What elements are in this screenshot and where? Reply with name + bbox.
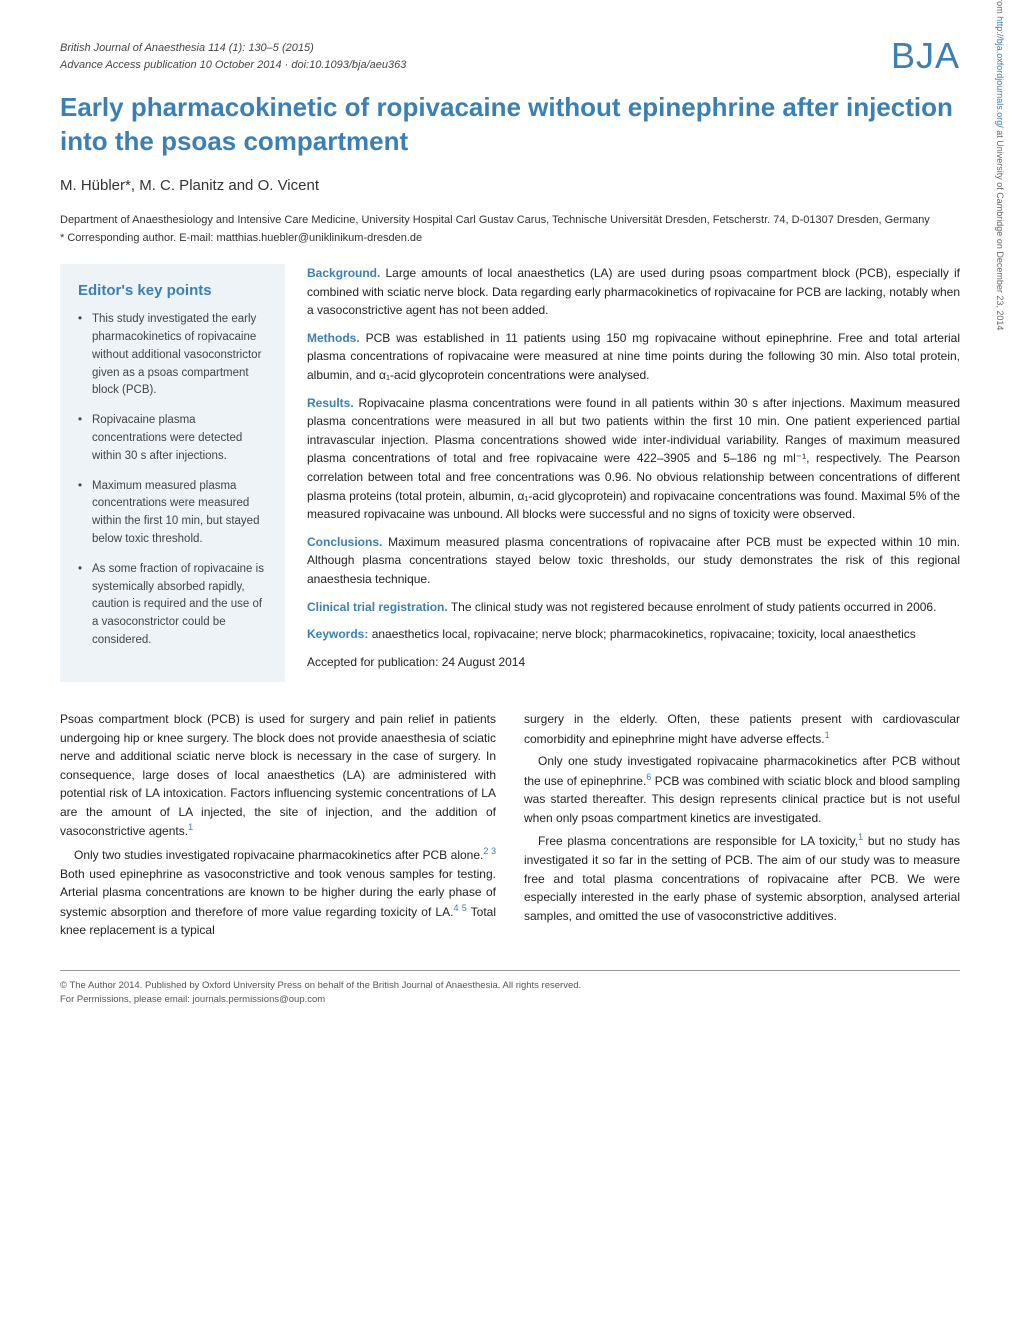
abstract-section-text: Maximum measured plasma concentrations o… <box>307 535 960 586</box>
affiliation: Department of Anaesthesiology and Intens… <box>60 212 960 229</box>
journal-meta: British Journal of Anaesthesia 114 (1): … <box>60 40 960 73</box>
abstract-container: Editor's key points This study investiga… <box>60 264 960 682</box>
abstract-section-text: The clinical study was not registered be… <box>451 600 937 614</box>
abstract-section-text: anaesthetics local, ropivacaine; nerve b… <box>372 627 916 641</box>
body-column-left: Psoas compartment block (PCB) is used fo… <box>60 710 496 944</box>
abstract-keywords: Keywords: anaesthetics local, ropivacain… <box>307 625 960 644</box>
abstract-label: Methods. <box>307 331 360 345</box>
abstract-trial: Clinical trial registration. The clinica… <box>307 598 960 617</box>
abstract-section-text: Large amounts of local anaesthetics (LA)… <box>307 266 960 317</box>
abstract-label: Conclusions. <box>307 535 382 549</box>
key-points-box: Editor's key points This study investiga… <box>60 264 285 682</box>
reference-link[interactable]: 1 <box>825 730 830 740</box>
key-point-item: Maximum measured plasma concentrations w… <box>78 478 269 549</box>
abstract-conclusions: Conclusions. Maximum measured plasma con… <box>307 533 960 589</box>
body-paragraph: Free plasma concentrations are responsib… <box>524 831 960 925</box>
permissions-line: For Permissions, please email: journals.… <box>60 993 960 1007</box>
download-link[interactable]: http://bja.oxfordjournals.org/ <box>995 16 1005 128</box>
article-title: Early pharmacokinetic of ropivacaine wit… <box>60 91 960 159</box>
abstract-text: Background. Large amounts of local anaes… <box>307 264 960 682</box>
download-note: Downloaded from http://bja.oxfordjournal… <box>995 0 1005 330</box>
abstract-label: Clinical trial registration. <box>307 600 448 614</box>
journal-logo: BJA <box>891 35 960 77</box>
corresponding-author: * Corresponding author. E-mail: matthias… <box>60 232 960 244</box>
key-points-heading: Editor's key points <box>78 282 269 299</box>
reference-link[interactable]: 2 3 <box>483 846 496 856</box>
body-paragraph: Only two studies investigated ropivacain… <box>60 845 496 940</box>
body-columns: Psoas compartment block (PCB) is used fo… <box>60 710 960 944</box>
body-paragraph: surgery in the elderly. Often, these pat… <box>524 710 960 748</box>
key-point-item: As some fraction of ropivacaine is syste… <box>78 561 269 650</box>
abstract-section-text: Ropivacaine plasma concentrations were f… <box>307 396 960 522</box>
copyright-line: © The Author 2014. Published by Oxford U… <box>60 979 960 993</box>
abstract-results: Results. Ropivacaine plasma concentratio… <box>307 394 960 524</box>
key-points-list: This study investigated the early pharma… <box>78 311 269 650</box>
body-column-right: surgery in the elderly. Often, these pat… <box>524 710 960 944</box>
abstract-label: Keywords: <box>307 627 368 641</box>
abstract-label: Background. <box>307 266 380 280</box>
abstract-label: Results. <box>307 396 354 410</box>
abstract-methods: Methods. PCB was established in 11 patie… <box>307 329 960 385</box>
key-point-item: Ropivacaine plasma concentrations were d… <box>78 412 269 465</box>
key-point-item: This study investigated the early pharma… <box>78 311 269 400</box>
abstract-section-text: PCB was established in 11 patients using… <box>307 331 960 382</box>
footer: © The Author 2014. Published by Oxford U… <box>60 970 960 1008</box>
body-paragraph: Only one study investigated ropivacaine … <box>524 752 960 827</box>
journal-meta-line2: Advance Access publication 10 October 20… <box>60 57 960 74</box>
reference-link[interactable]: 1 <box>188 822 193 832</box>
abstract-accepted: Accepted for publication: 24 August 2014 <box>307 653 960 672</box>
reference-link[interactable]: 4 5 <box>453 903 466 913</box>
authors: M. Hübler*, M. C. Planitz and O. Vicent <box>60 177 960 194</box>
journal-meta-line1: British Journal of Anaesthesia 114 (1): … <box>60 40 960 57</box>
abstract-background: Background. Large amounts of local anaes… <box>307 264 960 320</box>
body-paragraph: Psoas compartment block (PCB) is used fo… <box>60 710 496 841</box>
